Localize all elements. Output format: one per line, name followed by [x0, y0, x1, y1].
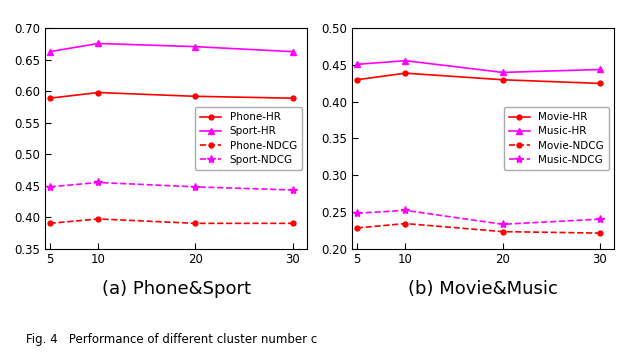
Phone-NDCG [191, 221, 199, 225]
Line: Phone-NDCG: Phone-NDCG [47, 217, 295, 226]
Legend: Movie-HR, Music-HR, Movie-NDCG, Music-NDCG: Movie-HR, Music-HR, Movie-NDCG, Music-ND… [504, 107, 609, 170]
Line: Sport-NDCG: Sport-NDCG [45, 178, 297, 194]
Sport-NDCG [191, 185, 199, 189]
Phone-NDCG [95, 217, 102, 221]
Music-HR [402, 59, 410, 63]
Music-HR [596, 67, 604, 72]
Music-HR [499, 70, 506, 75]
Sport-NDCG [46, 185, 54, 189]
Sport-HR [46, 50, 54, 54]
Text: (b) Movie&Music: (b) Movie&Music [408, 280, 558, 298]
Phone-HR [46, 96, 54, 100]
Phone-HR [191, 94, 199, 98]
Movie-HR [596, 81, 604, 86]
Line: Music-NDCG: Music-NDCG [353, 206, 604, 229]
Phone-HR [95, 91, 102, 95]
Line: Movie-NDCG: Movie-NDCG [355, 221, 602, 235]
Sport-HR [95, 42, 102, 46]
Movie-NDCG [353, 226, 361, 230]
Movie-NDCG [499, 229, 506, 234]
Movie-NDCG [402, 222, 410, 226]
Sport-HR [191, 44, 199, 49]
Phone-NDCG [46, 221, 54, 225]
Legend: Phone-HR, Sport-HR, Phone-NDCG, Sport-NDCG: Phone-HR, Sport-HR, Phone-NDCG, Sport-ND… [195, 107, 302, 170]
Line: Movie-HR: Movie-HR [355, 71, 602, 86]
Music-NDCG [353, 211, 361, 215]
Phone-HR [289, 96, 296, 100]
Movie-HR [402, 71, 410, 75]
Line: Phone-HR: Phone-HR [47, 90, 295, 100]
Sport-NDCG [95, 180, 102, 185]
Music-HR [353, 62, 361, 66]
Music-NDCG [596, 217, 604, 221]
Sport-NDCG [289, 188, 296, 192]
Movie-NDCG [596, 231, 604, 235]
Movie-HR [353, 78, 361, 82]
Text: (a) Phone&Sport: (a) Phone&Sport [102, 280, 250, 298]
Text: Fig. 4   Performance of different cluster number c: Fig. 4 Performance of different cluster … [26, 333, 317, 346]
Phone-NDCG [289, 221, 296, 225]
Movie-HR [499, 78, 506, 82]
Music-NDCG [402, 208, 410, 213]
Sport-HR [289, 50, 296, 54]
Music-NDCG [499, 222, 506, 226]
Line: Sport-HR: Sport-HR [46, 40, 296, 55]
Line: Music-HR: Music-HR [353, 57, 604, 76]
